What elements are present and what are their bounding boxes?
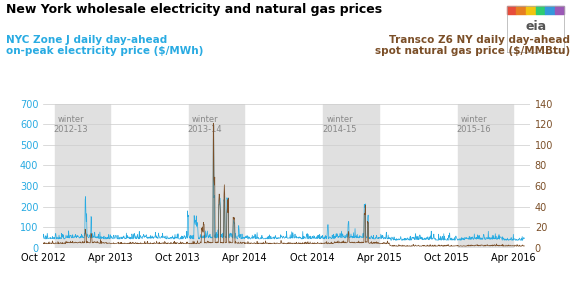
Bar [189, 104, 244, 248]
Text: Transco Z6 NY daily day-ahead
spot natural gas price ($/MMBtu): Transco Z6 NY daily day-ahead spot natur… [375, 35, 570, 56]
Text: NYC Zone J daily day-ahead
on-peak electricity price ($/MWh): NYC Zone J daily day-ahead on-peak elect… [6, 35, 203, 56]
Bar [55, 104, 110, 248]
Bar [323, 104, 378, 248]
Bar [555, 6, 564, 14]
Bar [507, 6, 517, 14]
Bar [545, 6, 555, 14]
Bar [517, 6, 526, 14]
Text: winter
2014-15: winter 2014-15 [323, 115, 357, 134]
Text: eia: eia [525, 20, 546, 33]
Bar [458, 104, 513, 248]
Text: winter
2013-14: winter 2013-14 [188, 115, 222, 134]
Text: winter
2015-16: winter 2015-16 [457, 115, 491, 134]
Bar [536, 6, 545, 14]
Text: winter
2012-13: winter 2012-13 [54, 115, 88, 134]
Text: New York wholesale electricity and natural gas prices: New York wholesale electricity and natur… [6, 3, 382, 16]
Bar [526, 6, 536, 14]
